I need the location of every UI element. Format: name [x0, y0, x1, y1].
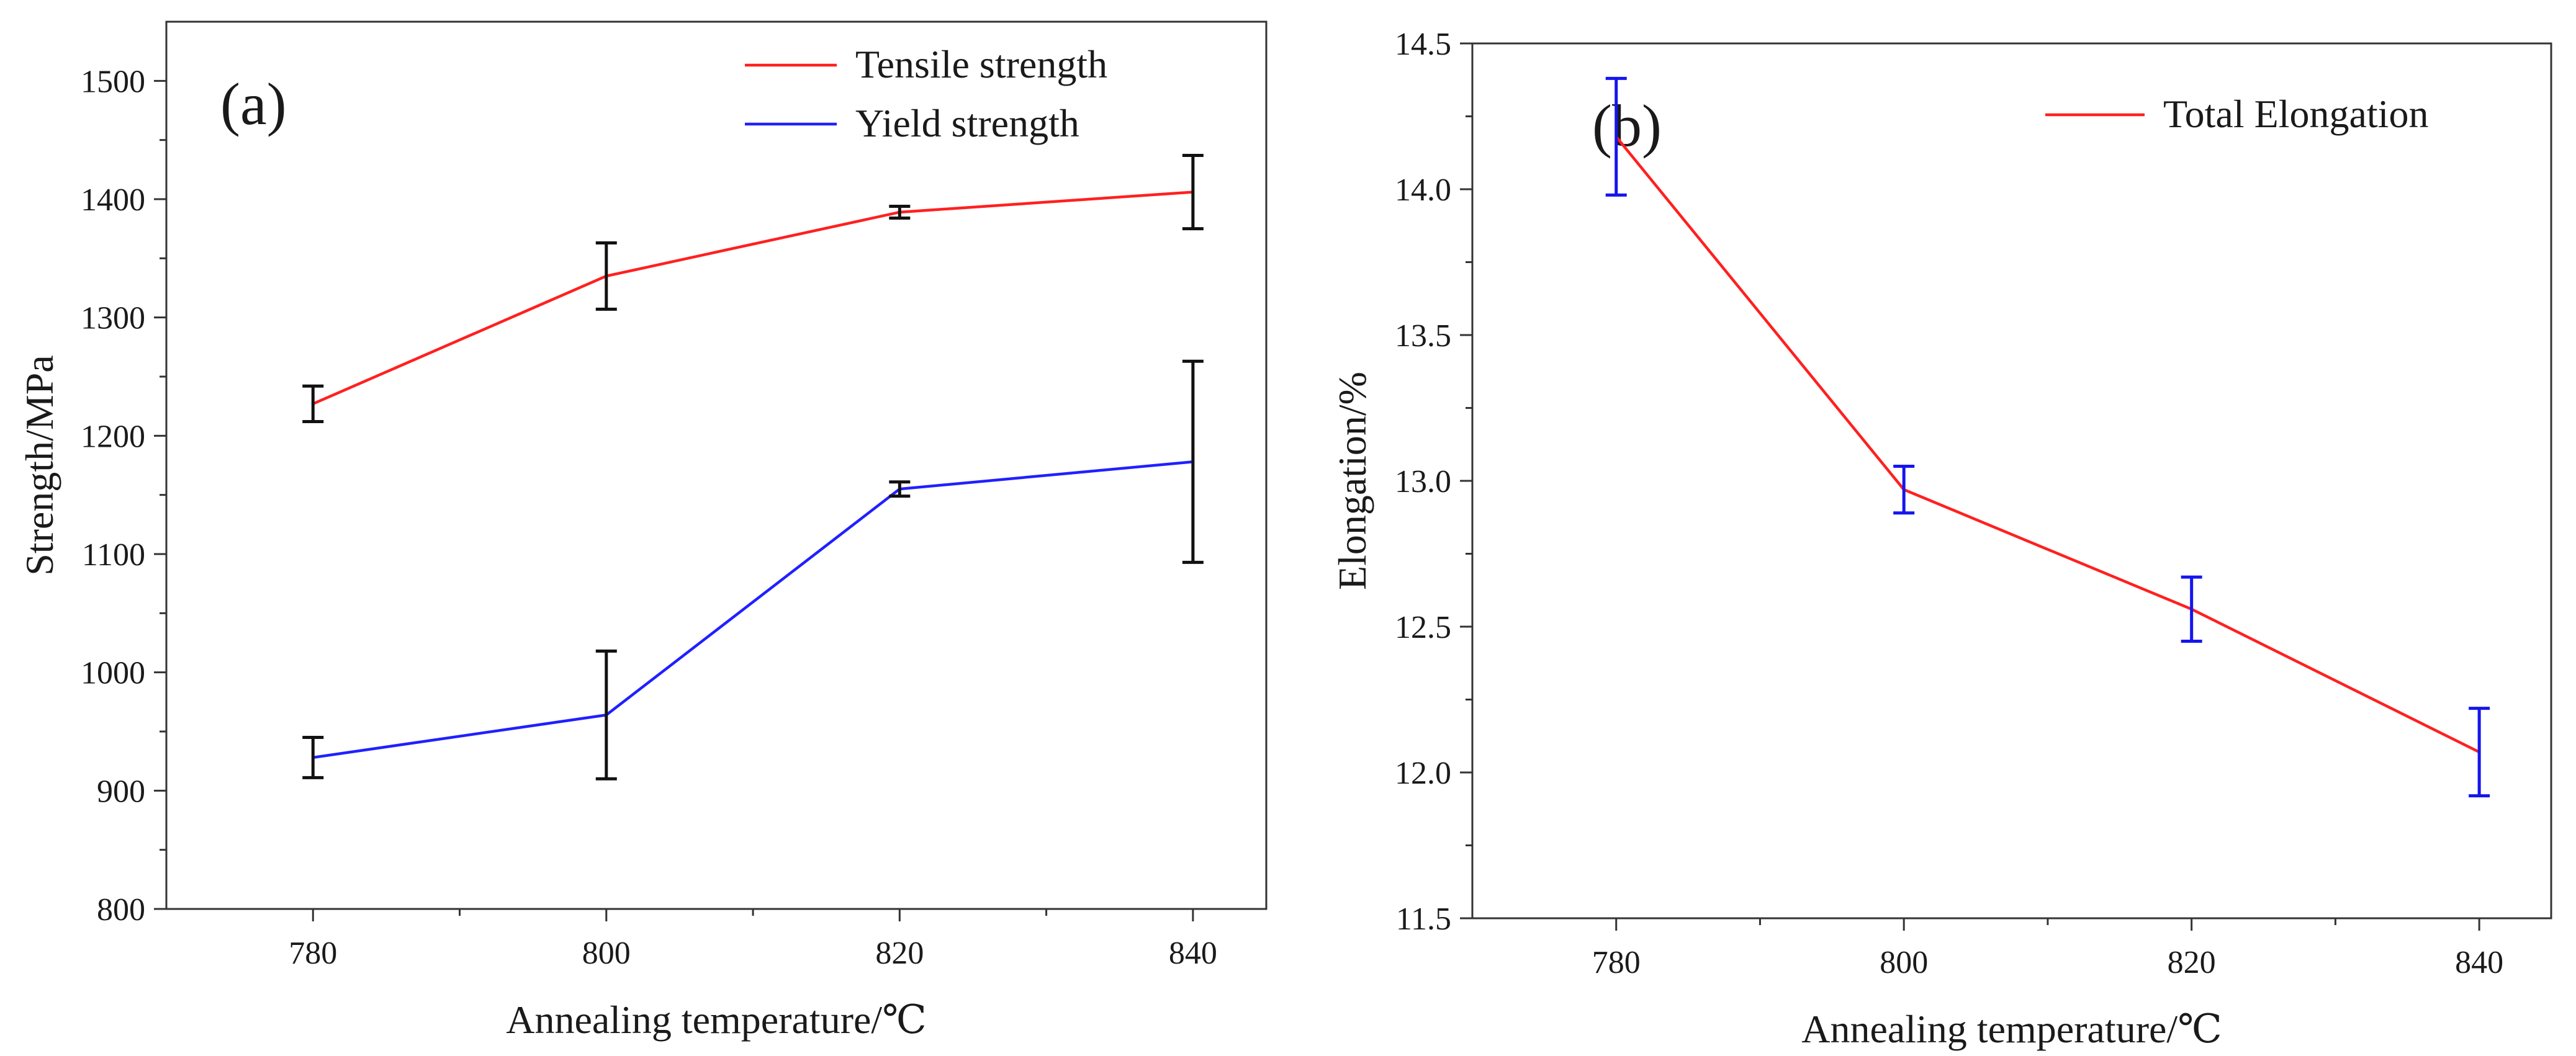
chart-0-y-tick-label: 1500: [81, 64, 145, 99]
chart-1-series-0-line: [1615, 135, 2480, 754]
chart-0-y-tick-label: 1100: [82, 537, 145, 573]
chart-1-x-axis-title: Annealing temperature/℃: [1801, 1007, 2222, 1051]
chart-1-x-tick-label: 820: [2168, 945, 2216, 980]
chart-1-y-tick-label: 12.0: [1395, 756, 1451, 791]
chart-0-x-tick-label: 840: [1169, 936, 1217, 971]
chart-0-legend-label-1: Yield strength: [855, 101, 1079, 145]
chart-1-y-tick-label: 14.0: [1395, 172, 1451, 208]
chart-1-y-tick-label: 14.5: [1395, 27, 1451, 62]
chart-0-y-tick-label: 800: [97, 892, 145, 928]
chart-1-y-tick-label: 13.0: [1395, 464, 1451, 499]
chart-1-x-tick-label: 780: [1592, 945, 1641, 980]
chart-0-x-tick-label: 820: [875, 936, 924, 971]
chart-1-legend-label-0: Total Elongation: [2163, 92, 2428, 136]
chart-0-y-tick-label: 1300: [81, 301, 145, 336]
chart-1-y-tick-label: 11.5: [1396, 902, 1451, 937]
chart-0-y-tick-label: 900: [97, 774, 145, 809]
chart-0-panel-label: (a): [220, 71, 287, 137]
chart-0-plot-frame: [165, 20, 1268, 910]
chart-1-y-axis-title: Elongation/%: [1330, 372, 1374, 590]
chart-0-y-tick-label: 1200: [81, 419, 145, 454]
chart-1-x-tick-label: 800: [1880, 945, 1928, 980]
chart-0-x-tick-label: 780: [289, 936, 337, 971]
chart-1-x-tick-label: 840: [2455, 945, 2503, 980]
chart-0-legend-label-0: Tensile strength: [855, 42, 1107, 86]
chart-0-y-tick-label: 1400: [81, 182, 145, 218]
chart-1-plot-frame: [1471, 42, 2552, 920]
chart-0-x-axis-title: Annealing temperature/℃: [506, 998, 927, 1042]
chart-1-y-tick-label: 12.5: [1395, 610, 1451, 645]
chart-0-x-tick-label: 800: [582, 936, 631, 971]
chart-0-y-axis-title: Strength/MPa: [17, 355, 61, 576]
chart-0-series-0-line: [312, 190, 1194, 405]
chart-1-y-tick-label: 13.5: [1395, 318, 1451, 354]
chart-0-series-1-line: [312, 460, 1194, 759]
chart-0-y-tick-label: 1000: [81, 656, 145, 691]
